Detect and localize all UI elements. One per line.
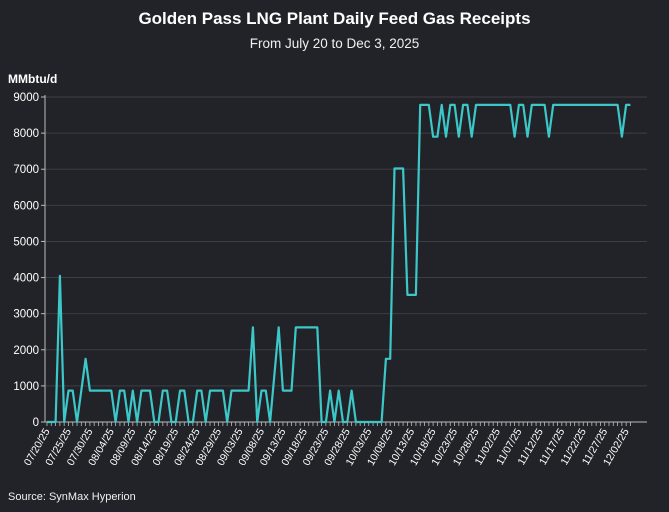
y-tick-label: 0: [33, 417, 39, 429]
y-tick-label: 9000: [13, 92, 39, 104]
y-tick-label: 3000: [13, 309, 39, 321]
y-tick-label: 4000: [13, 273, 39, 285]
y-tick-label: 2000: [13, 345, 39, 357]
y-axis-label: MMbtu/d: [8, 72, 58, 86]
source-note: Source: SynMax Hyperion: [8, 491, 136, 503]
series-line: [47, 103, 631, 424]
y-tick-label: 7000: [13, 164, 39, 176]
y-tick-label: 5000: [13, 236, 39, 248]
chart-subtitle: From July 20 to Dec 3, 2025: [249, 36, 420, 51]
y-tick-label: 8000: [13, 128, 39, 140]
y-tick-label: 6000: [13, 200, 39, 212]
chart-title: Golden Pass LNG Plant Daily Feed Gas Rec…: [138, 9, 531, 28]
y-tick-label: 1000: [13, 381, 39, 393]
